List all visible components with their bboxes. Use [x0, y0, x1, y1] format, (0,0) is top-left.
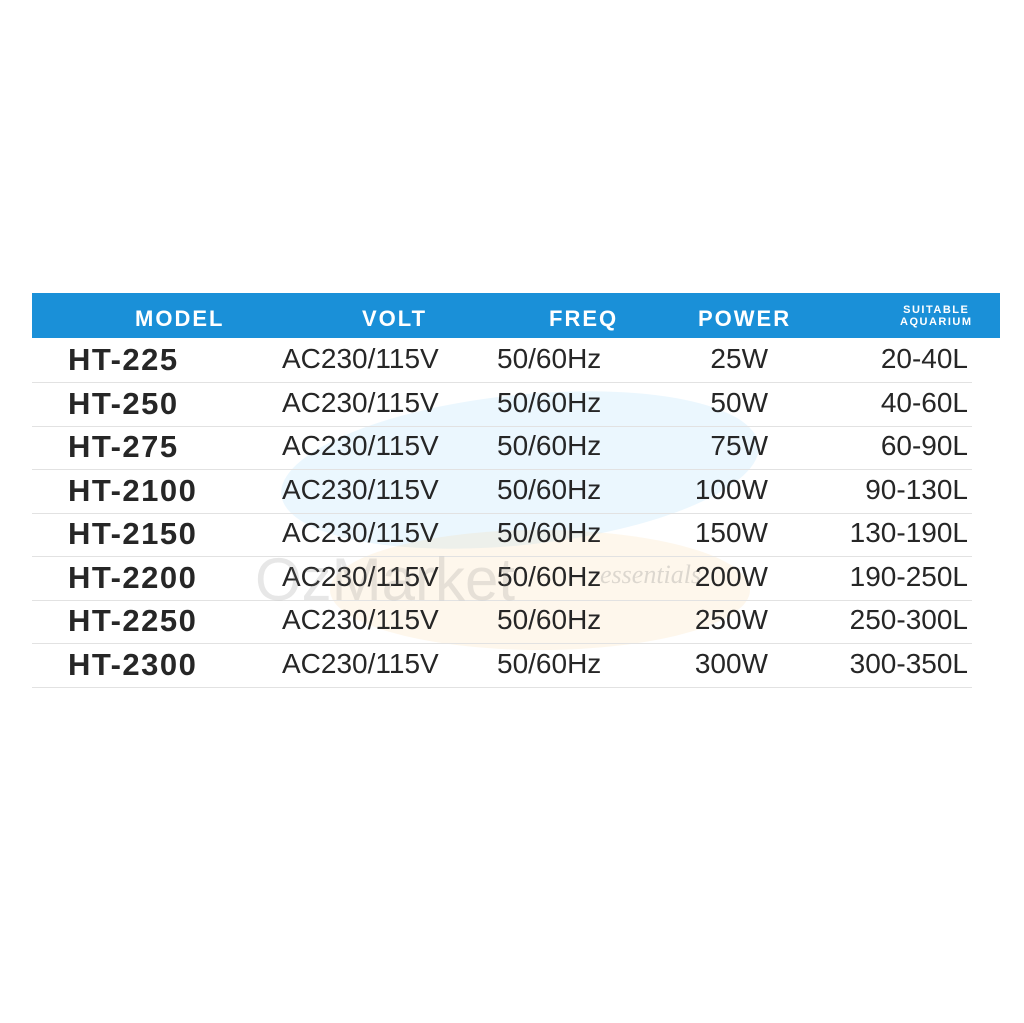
- cell-volt: AC230/115V: [282, 647, 439, 679]
- cell-power: 25W: [710, 343, 768, 374]
- header-power: POWER: [698, 306, 792, 331]
- header-freq: FREQ: [549, 306, 619, 331]
- cell-freq: 50/60Hz: [497, 604, 602, 635]
- cell-volt: AC230/115V: [282, 386, 439, 418]
- header-model: MODEL: [135, 306, 225, 331]
- cell-volt: AC230/115V: [282, 473, 439, 505]
- table-row: HT-2250 AC230/115V 50/60Hz 250W 250-300L: [32, 600, 972, 644]
- cell-model: HT-2300: [68, 646, 198, 682]
- cell-volt: AC230/115V: [282, 604, 439, 635]
- table-row: HT-2100 AC230/115V 50/60Hz 100W 90-130L: [32, 470, 972, 514]
- table-row: HT-2300 AC230/115V 50/60Hz 300W 300-350L: [32, 644, 972, 688]
- cell-aquarium: 90-130L: [865, 473, 968, 505]
- table-row: HT-2150 AC230/115V 50/60Hz 150W 130-190L: [32, 513, 972, 557]
- cell-model: HT-2250: [68, 603, 198, 638]
- table-row: HT-225 AC230/115V 50/60Hz 25W 20-40L: [32, 339, 972, 383]
- cell-freq: 50/60Hz: [497, 343, 602, 374]
- cell-model: HT-2200: [68, 559, 198, 595]
- cell-model: HT-225: [68, 342, 179, 377]
- cell-model: HT-2100: [68, 472, 198, 508]
- cell-volt: AC230/115V: [282, 343, 439, 374]
- cell-model: HT-250: [68, 385, 179, 421]
- table-row: HT-2200 AC230/115V 50/60Hz 200W 190-250L: [32, 557, 972, 601]
- cell-freq: 50/60Hz: [497, 647, 602, 679]
- watermark-tagline: essentials: [600, 560, 702, 589]
- cell-freq: 50/60Hz: [497, 473, 602, 505]
- cell-aquarium: 250-300L: [849, 604, 968, 635]
- header-aquarium: SUITABLE AQUARIUM: [900, 304, 973, 328]
- cell-power: 300W: [694, 647, 768, 679]
- cell-volt: AC230/115V: [282, 430, 439, 461]
- cell-aquarium: 40-60L: [880, 386, 968, 418]
- cell-aquarium: 300-350L: [849, 647, 968, 679]
- cell-freq: 50/60Hz: [497, 560, 602, 592]
- cell-power: 100W: [694, 473, 768, 505]
- cell-aquarium: 60-90L: [880, 430, 968, 461]
- cell-power: 150W: [694, 517, 768, 548]
- cell-power: 50W: [710, 386, 768, 418]
- cell-power: 250W: [694, 604, 768, 635]
- header-volt: VOLT: [362, 306, 428, 331]
- header-aquarium-line1: SUITABLE: [903, 304, 970, 316]
- cell-volt: AC230/115V: [282, 517, 439, 548]
- cell-aquarium: 20-40L: [880, 343, 968, 374]
- cell-aquarium: 130-190L: [849, 517, 968, 548]
- cell-freq: 50/60Hz: [497, 517, 602, 548]
- table-row: HT-275 AC230/115V 50/60Hz 75W 60-90L: [32, 426, 972, 470]
- table-row: HT-250 AC230/115V 50/60Hz 50W 40-60L: [32, 383, 972, 427]
- table-header: MODEL VOLT FREQ POWER SUITABLE AQUARIUM: [32, 293, 1000, 338]
- cell-power: 75W: [710, 430, 768, 461]
- cell-model: HT-2150: [68, 516, 198, 551]
- header-aquarium-line2: AQUARIUM: [900, 316, 973, 328]
- cell-freq: 50/60Hz: [497, 430, 602, 461]
- watermark-logo-shape: [330, 530, 750, 650]
- cell-model: HT-275: [68, 429, 179, 464]
- cell-power: 200W: [694, 560, 768, 592]
- cell-volt: AC230/115V: [282, 560, 439, 592]
- cell-freq: 50/60Hz: [497, 386, 602, 418]
- cell-aquarium: 190-250L: [849, 560, 968, 592]
